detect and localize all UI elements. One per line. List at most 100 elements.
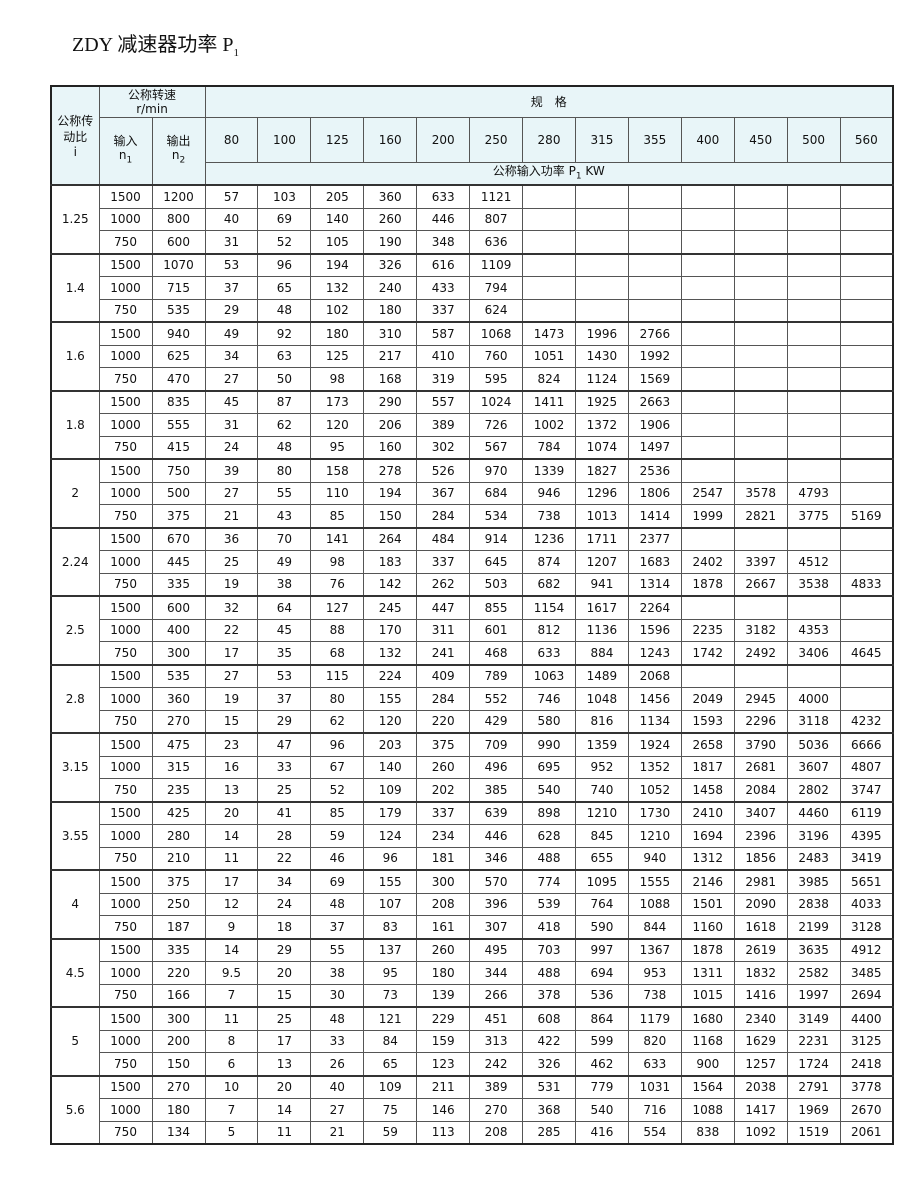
power-cell: 8 bbox=[204, 1029, 259, 1053]
power-table: 公称传动比 i 公称转速 r/min 规 格 输入 n1 输出 n2 80 100 125 1… bbox=[50, 85, 894, 1145]
input-speed-cell: 1000 bbox=[98, 892, 153, 916]
power-cell: 531 bbox=[522, 1074, 576, 1099]
output-speed-cell: 400 bbox=[151, 618, 206, 642]
power-cell: 45 bbox=[204, 389, 259, 414]
power-cell bbox=[627, 298, 682, 323]
power-cell: 53 bbox=[257, 663, 312, 688]
power-cell: 65 bbox=[257, 276, 312, 300]
input-speed-cell: 1500 bbox=[98, 1074, 153, 1099]
power-cell: 1257 bbox=[733, 1052, 788, 1076]
speed-header: 公称转速 r/min bbox=[98, 85, 206, 118]
power-cell: 580 bbox=[522, 709, 576, 734]
power-cell: 2547 bbox=[680, 481, 735, 505]
power-cell bbox=[522, 252, 576, 277]
input-speed-cell: 750 bbox=[98, 298, 153, 323]
power-cell: 599 bbox=[574, 1029, 629, 1053]
power-cell: 38 bbox=[310, 961, 365, 985]
output-speed-cell: 835 bbox=[151, 389, 206, 414]
power-cell: 300 bbox=[416, 869, 471, 894]
power-cell: 20 bbox=[204, 800, 259, 825]
power-sub: 1 bbox=[575, 171, 582, 182]
power-cell: 2981 bbox=[733, 869, 788, 894]
power-cell: 31 bbox=[204, 230, 259, 254]
input-speed-cell: 1000 bbox=[98, 481, 153, 505]
power-cell: 526 bbox=[416, 458, 471, 483]
power-cell: 52 bbox=[257, 230, 312, 254]
power-cell bbox=[574, 184, 629, 209]
power-cell: 1618 bbox=[733, 915, 788, 939]
power-cell: 429 bbox=[469, 709, 524, 734]
input-speed-cell: 1500 bbox=[98, 526, 153, 551]
output-speed-cell: 210 bbox=[151, 846, 206, 871]
table-row: 1000 800 40 69 140 260 446 807 bbox=[51, 207, 894, 231]
power-cell: 313 bbox=[469, 1029, 524, 1053]
power-cell: 47 bbox=[257, 732, 312, 757]
power-cell: 1031 bbox=[627, 1074, 682, 1099]
power-cell: 14 bbox=[257, 1098, 312, 1122]
output-speed-cell: 315 bbox=[151, 755, 206, 779]
table-row: 750 150 6 13 26 65 123 242 326 462 633 900 1257 1724 2… bbox=[51, 1052, 894, 1076]
power-cell: 1312 bbox=[680, 846, 735, 871]
power-cell: 695 bbox=[522, 755, 576, 779]
power-cell: 337 bbox=[416, 800, 471, 825]
power-cell: 997 bbox=[574, 937, 629, 962]
power-cell: 4460 bbox=[786, 800, 841, 825]
power-cell: 22 bbox=[204, 618, 259, 642]
output-speed-cell: 300 bbox=[151, 1006, 206, 1031]
power-cell bbox=[680, 321, 735, 346]
power-cell: 105 bbox=[310, 230, 365, 254]
power-cell: 838 bbox=[680, 1120, 735, 1145]
output-speed-cell: 475 bbox=[151, 732, 206, 757]
power-cell: 1414 bbox=[627, 504, 682, 528]
power-cell: 17 bbox=[204, 641, 259, 665]
output-speed-cell: 375 bbox=[151, 869, 206, 894]
input-speed-cell: 750 bbox=[98, 641, 153, 665]
power-cell: 142 bbox=[363, 572, 418, 597]
power-cell: 864 bbox=[574, 1006, 629, 1031]
power-cell: 139 bbox=[416, 983, 471, 1008]
power-cell bbox=[733, 595, 788, 620]
power-cell: 1906 bbox=[627, 413, 682, 437]
input-speed-cell: 1000 bbox=[98, 1029, 153, 1053]
input-speed-cell: 1500 bbox=[98, 389, 153, 414]
power-cell: 92 bbox=[257, 321, 312, 346]
power-cell bbox=[839, 550, 894, 574]
power-cell bbox=[680, 207, 735, 231]
power-cell bbox=[733, 435, 788, 460]
power-cell: 35 bbox=[257, 641, 312, 665]
power-cell: 418 bbox=[522, 915, 576, 939]
power-cell: 694 bbox=[574, 961, 629, 985]
power-cell: 1314 bbox=[627, 572, 682, 597]
power-cell: 3775 bbox=[786, 504, 841, 528]
power-cell: 3397 bbox=[733, 550, 788, 574]
output-speed-cell: 180 bbox=[151, 1098, 206, 1122]
power-cell bbox=[839, 230, 894, 254]
power-cell: 30 bbox=[310, 983, 365, 1008]
power-cell: 278 bbox=[363, 458, 418, 483]
table-row: 1000 200 8 17 33 84 159 313 422 599 820 1168 1629 223… bbox=[51, 1029, 894, 1053]
table-row: 2 1500 750 39 80 158 278 526 970 1339 1827 2536 bbox=[50, 458, 894, 528]
power-cell: 109 bbox=[363, 1074, 418, 1099]
table-row: 1000 180 7 14 27 75 146 270 368 540 716 1088 1417 196… bbox=[51, 1098, 894, 1122]
power-cell bbox=[786, 367, 841, 391]
power-cell: 1136 bbox=[574, 618, 629, 642]
power-cell: 57 bbox=[204, 184, 259, 209]
table-row: 1.8 1500 835 45 87 173 290 557 1024 1411 1925 2663 bbox=[50, 389, 894, 460]
input-speed-header: 输入 n1 bbox=[98, 117, 153, 186]
power-cell: 1243 bbox=[627, 641, 682, 665]
power-cell: 2231 bbox=[786, 1029, 841, 1053]
power-cell: 1088 bbox=[680, 1098, 735, 1122]
power-cell: 764 bbox=[574, 892, 629, 916]
power-cell: 396 bbox=[469, 892, 524, 916]
power-cell: 3128 bbox=[839, 915, 894, 939]
power-cell: 4512 bbox=[786, 550, 841, 574]
power-cell: 346 bbox=[469, 846, 524, 871]
table-row: 750 375 21 43 85 150 284 534 738 1013 1414 1999 2821… bbox=[51, 504, 894, 528]
power-cell: 1236 bbox=[522, 526, 576, 551]
output-sub: 2 bbox=[179, 155, 186, 166]
output-speed-cell: 1070 bbox=[151, 252, 206, 277]
power-cell: 1074 bbox=[574, 435, 629, 460]
power-cell: 208 bbox=[416, 892, 471, 916]
power-cell: 319 bbox=[416, 367, 471, 391]
input-speed-cell: 750 bbox=[98, 983, 153, 1008]
